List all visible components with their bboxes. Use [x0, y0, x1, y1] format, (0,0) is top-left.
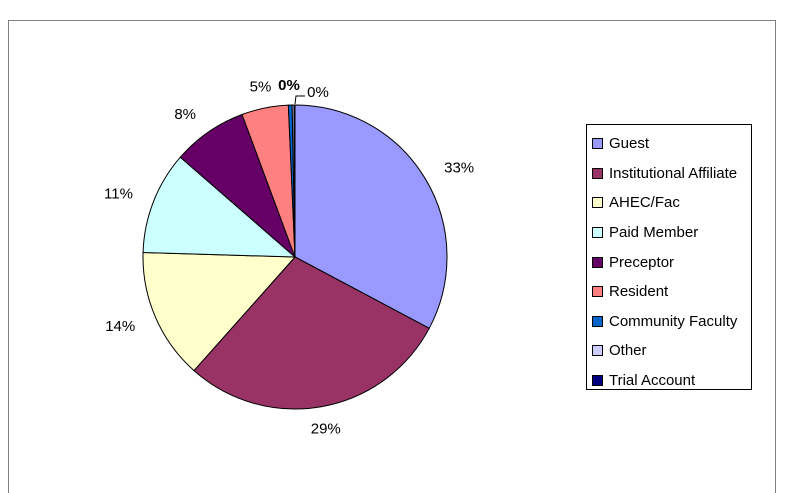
data-label-resident: 5% [250, 78, 272, 95]
legend-item-community-faculty: Community Faculty [592, 307, 751, 337]
legend-label: Resident [609, 283, 669, 301]
legend-item-guest: Guest [592, 129, 751, 159]
legend-swatch [592, 227, 603, 239]
pie-slice-ahec-fac [142, 251, 297, 372]
legend-item-resident: Resident [592, 277, 751, 307]
legend-item-ahec-fac: AHEC/Fac [592, 188, 751, 218]
pie-slice-institutional-affiliate [193, 256, 430, 410]
legend-label: Guest [609, 135, 650, 153]
legend-label: AHEC/Fac [609, 194, 680, 212]
chart-frame [8, 20, 776, 493]
data-label-community-faculty: 0% [278, 77, 300, 94]
data-label-paid-member: 11% [104, 186, 133, 203]
pie-slice-paid-member [142, 156, 297, 258]
pie-slice-trial-account [293, 104, 296, 258]
legend-swatch [592, 167, 603, 179]
legend-label: Institutional Affiliate [609, 164, 738, 182]
legend: Guest Institutional Affiliate AHEC/Fac Paid… [586, 124, 752, 390]
data-label-guest: 33% [444, 159, 474, 176]
legend-label: Preceptor [609, 253, 675, 271]
legend-item-other: Other [592, 336, 751, 366]
legend-item-paid-member: Paid Member [592, 218, 751, 248]
pie-slice-guest [294, 104, 448, 329]
leader-line [294, 95, 305, 105]
legend-swatch [592, 138, 603, 150]
legend-item-trial-account: Trial Account [592, 366, 751, 396]
legend-swatch [592, 345, 603, 357]
legend-item-institutional-affiliate: Institutional Affiliate [592, 159, 751, 189]
legend-item-preceptor: Preceptor [592, 247, 751, 277]
data-label-ahec-fac: 14% [105, 318, 135, 335]
legend-swatch [592, 315, 603, 327]
legend-swatch [592, 375, 603, 387]
legend-label: Trial Account [609, 372, 696, 390]
legend-swatch [592, 256, 603, 268]
legend-swatch [592, 286, 603, 298]
legend-swatch [592, 197, 603, 209]
legend-label: Community Faculty [609, 312, 738, 330]
data-label-preceptor: 8% [174, 106, 196, 123]
data-label-other: 0% [307, 84, 329, 101]
legend-label: Other [609, 342, 647, 360]
legend-label: Paid Member [609, 224, 699, 242]
data-label-institutional-affiliate: 29% [311, 420, 341, 437]
